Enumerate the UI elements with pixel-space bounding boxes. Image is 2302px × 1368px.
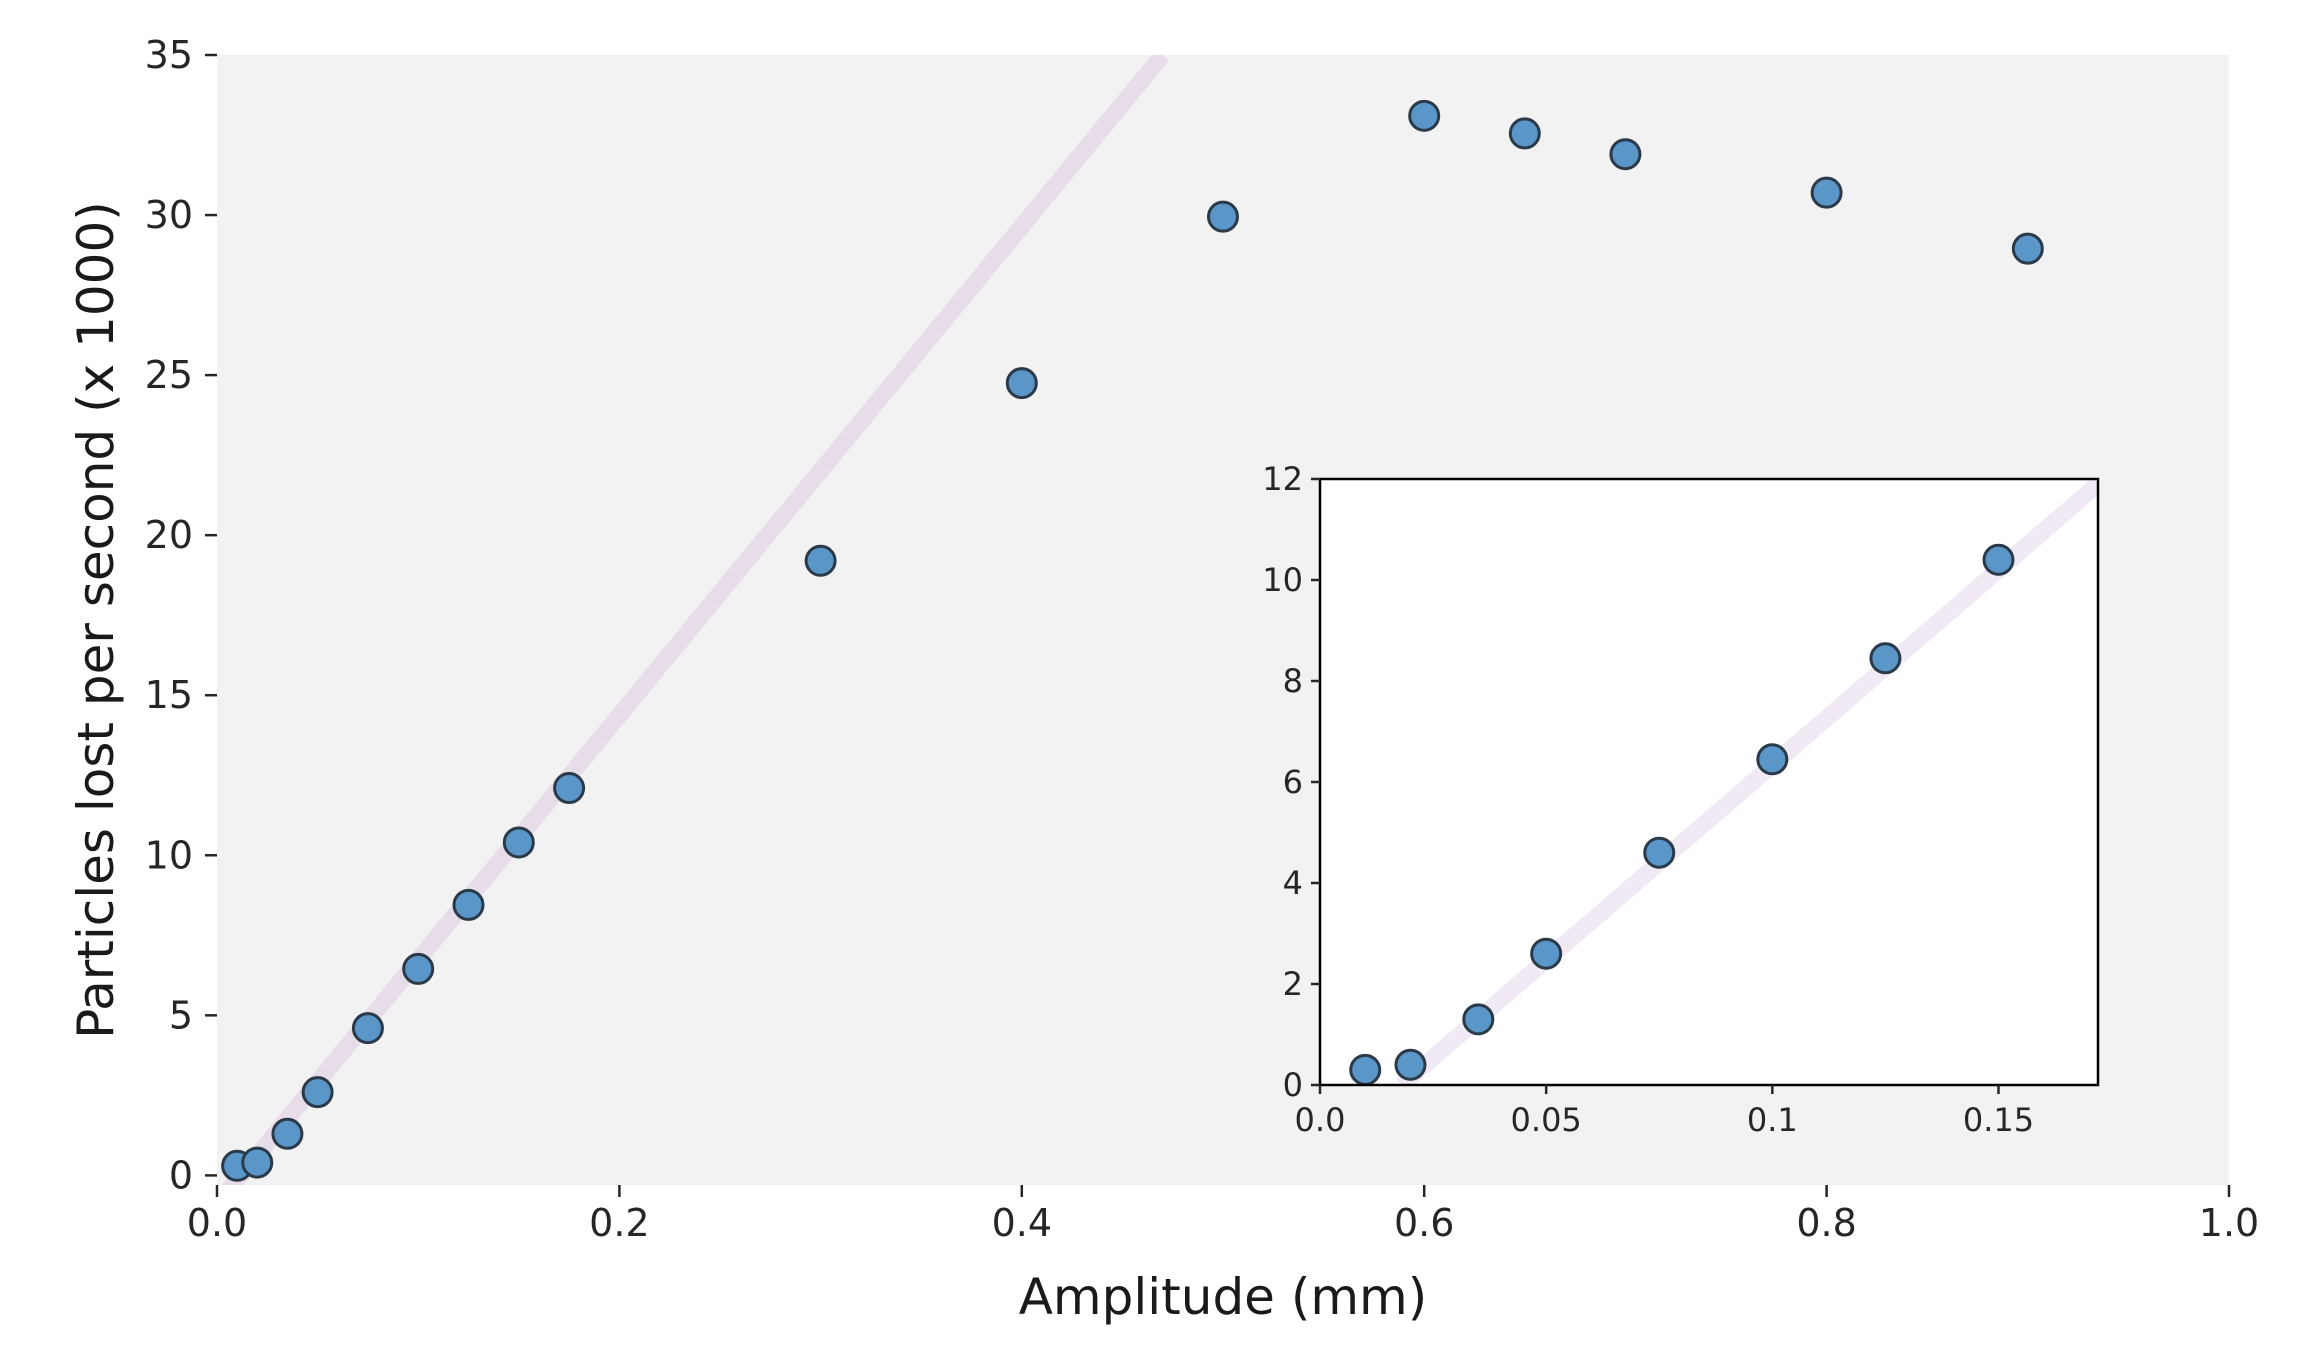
main-x-tick-label-5: 1.0 <box>2199 1201 2259 1245</box>
main-data-point-12 <box>1408 99 1441 132</box>
main-data-point-10 <box>1005 367 1038 400</box>
inset-y-tick-label-0: 0 <box>1283 1066 1303 1104</box>
main-x-tick-label-0: 0.0 <box>187 1201 247 1245</box>
main-data-point-13 <box>1508 117 1541 150</box>
main-data-point-16 <box>2011 232 2044 265</box>
inset-x-tick-label-0: 0.0 <box>1295 1101 1346 1139</box>
inset-plot-area <box>1320 479 2098 1085</box>
main-y-tick-label-6: 30 <box>145 193 193 237</box>
inset-x-tick-label-2: 0.1 <box>1747 1101 1798 1139</box>
inset-data-point-7 <box>1982 543 2015 576</box>
main-y-tick-label-2: 10 <box>145 833 193 877</box>
main-data-point-4 <box>351 1012 384 1045</box>
inset-data-point-5 <box>1756 743 1789 776</box>
inset-y-tick-label-6: 12 <box>1262 460 1303 498</box>
inset-x-tick-label-1: 0.05 <box>1511 1101 1582 1139</box>
main-data-point-6 <box>452 888 485 921</box>
inset-x-tick-label-3: 0.15 <box>1963 1101 2034 1139</box>
inset-y-tick-label-5: 10 <box>1262 561 1303 599</box>
main-data-point-1 <box>241 1146 274 1179</box>
inset-data-point-1 <box>1394 1048 1427 1081</box>
main-data-point-5 <box>402 952 435 985</box>
main-y-tick-label-7: 35 <box>145 33 193 77</box>
main-y-tick-label-1: 5 <box>169 993 193 1037</box>
main-x-tick-label-2: 0.4 <box>992 1201 1052 1245</box>
main-data-point-7 <box>502 826 535 859</box>
inset-chart: 0.0 0.05 0.1 0.15 0 2 4 6 8 10 12 <box>1262 460 2100 1139</box>
inset-fit-line-0 <box>1395 479 2098 1085</box>
inset-y-tick-label-1: 2 <box>1283 965 1303 1003</box>
inset-data-point-4 <box>1643 836 1676 869</box>
main-y-tick-label-0: 0 <box>169 1153 193 1197</box>
main-data-point-3 <box>301 1076 334 1109</box>
main-data-point-9 <box>804 544 837 577</box>
main-data-point-14 <box>1609 138 1642 171</box>
main-fit-line-0 <box>221 55 1170 1185</box>
main-y-tick-label-3: 15 <box>145 673 193 717</box>
main-data-point-15 <box>1810 176 1843 209</box>
inset-data-point-6 <box>1869 642 1902 675</box>
main-x-axis-title: Amplitude (mm) <box>1019 1268 1428 1326</box>
main-data-point-8 <box>553 772 586 805</box>
main-y-tick-label-4: 20 <box>145 513 193 557</box>
main-x-tick-label-4: 0.8 <box>1796 1201 1856 1245</box>
inset-data-point-3 <box>1530 937 1563 970</box>
main-data-point-2 <box>271 1117 304 1150</box>
main-x-tick-label-1: 0.2 <box>589 1201 649 1245</box>
inset-y-tick-label-4: 8 <box>1283 662 1303 700</box>
main-data-point-11 <box>1207 200 1239 233</box>
inset-data-point-0 <box>1349 1053 1382 1086</box>
inset-y-tick-label-2: 4 <box>1283 864 1303 902</box>
main-y-axis-title: Particles lost per second (x 1000) <box>67 201 125 1039</box>
main-x-tick-label-3: 0.6 <box>1394 1201 1454 1245</box>
inset-y-tick-label-3: 6 <box>1283 763 1303 801</box>
inset-data-point-2 <box>1462 1003 1495 1036</box>
main-y-tick-label-5: 25 <box>145 353 193 397</box>
